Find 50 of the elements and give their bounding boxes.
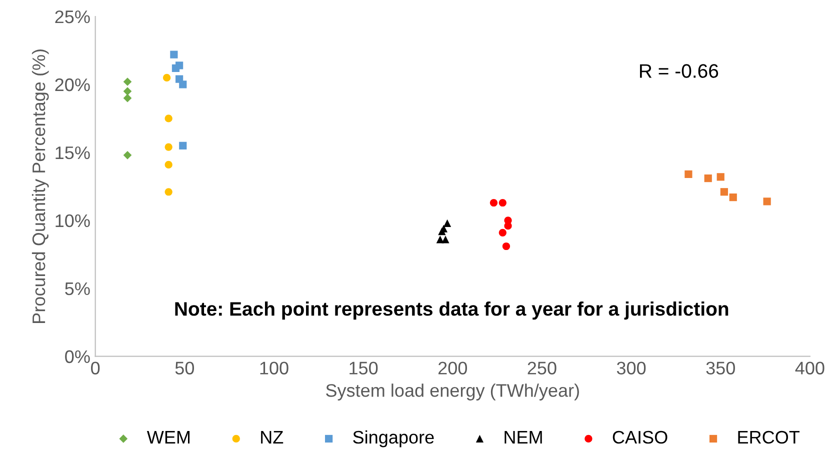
point	[716, 173, 724, 181]
point	[729, 194, 737, 202]
y-tick-label: 20%	[55, 78, 90, 92]
point	[763, 198, 771, 206]
y-tick-label: 10%	[56, 214, 90, 228]
x-tick-label: 150	[350, 362, 378, 374]
y-tick-label: 5%	[65, 282, 90, 296]
legend-label: CAISO	[612, 430, 668, 444]
point	[502, 242, 510, 250]
point	[162, 74, 171, 82]
point	[443, 219, 452, 227]
point	[179, 80, 187, 88]
x-tick-label: 200	[438, 362, 467, 374]
x-tick-label: 0	[91, 362, 100, 374]
point	[164, 188, 172, 196]
point	[123, 78, 132, 86]
point	[179, 142, 187, 150]
y-tick-label: 25%	[55, 10, 90, 24]
y-tick-label: 0%	[65, 350, 90, 364]
x-tick-label: 100	[260, 362, 288, 374]
point	[164, 143, 172, 151]
point	[123, 94, 132, 102]
point	[164, 160, 172, 168]
point	[498, 198, 506, 207]
x-tick-label: 400	[795, 362, 824, 374]
point	[684, 170, 692, 178]
annotation: R = -0.66	[640, 64, 718, 78]
y-tick-label: 15%	[56, 146, 90, 160]
point	[704, 174, 712, 182]
x-tick-label: 300	[616, 362, 646, 374]
point	[170, 50, 178, 58]
x-axis-title: System load energy (TWh/year)	[326, 384, 579, 400]
x-tick-label: 50	[175, 362, 194, 374]
point	[442, 236, 450, 244]
point	[720, 188, 728, 196]
x-tick-label: 250	[528, 362, 556, 374]
legend-label: WEM	[146, 431, 190, 444]
legend-label: NEM	[504, 431, 542, 444]
point	[164, 114, 172, 122]
point	[123, 151, 132, 160]
annotation: Note: Each point represents data for a year for a jurisdiction	[175, 301, 728, 320]
point	[175, 62, 184, 70]
legend-label: ERCOT	[738, 430, 800, 444]
legend-label: NZ	[261, 431, 284, 444]
x-tick-label: 350	[706, 362, 735, 374]
y-axis-title: Procured Quantity Percentage (%)	[32, 50, 49, 323]
point	[498, 228, 506, 236]
point	[490, 198, 498, 207]
point	[504, 222, 512, 230]
legend-label: Singapore	[353, 430, 434, 448]
